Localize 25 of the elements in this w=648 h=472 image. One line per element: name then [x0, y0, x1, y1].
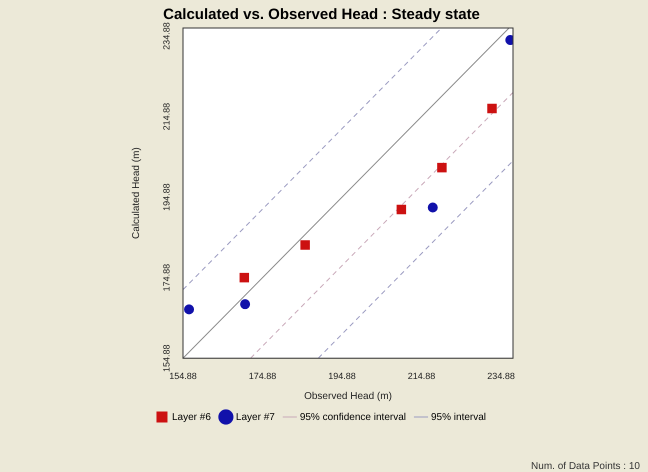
point	[300, 240, 310, 250]
x-tick-label: 214.88	[408, 371, 436, 382]
legend-label: Layer #7	[236, 412, 276, 423]
text: Num. of Data Points : 10	[531, 460, 640, 472]
legend-label: 95% interval	[430, 412, 486, 423]
x-tick-label: 174.88	[248, 371, 276, 382]
y-tick-label: 194.88	[161, 183, 172, 211]
point	[240, 299, 250, 310]
legend-label: Layer #6	[172, 412, 212, 423]
y-axis-title: Calculated Head (m)	[130, 147, 142, 239]
legend-label: 95% confidence interval	[300, 412, 406, 423]
point	[428, 202, 438, 213]
y-tick-label: 214.88	[161, 102, 172, 130]
point	[184, 304, 194, 314]
x-tick-label: 194.88	[328, 371, 356, 382]
y-tick-label: 174.88	[161, 264, 172, 292]
point	[437, 162, 447, 172]
chart-title: Calculated vs. Observed Head : Steady state	[163, 6, 480, 24]
point	[487, 104, 497, 114]
point	[396, 204, 406, 214]
point	[240, 272, 250, 282]
x-tick-label: 234.88	[487, 371, 515, 382]
x-axis-title: Observed Head (m)	[304, 390, 392, 402]
y-tick-label: 234.88	[161, 22, 172, 50]
x-tick-label: 154.88	[169, 371, 197, 382]
